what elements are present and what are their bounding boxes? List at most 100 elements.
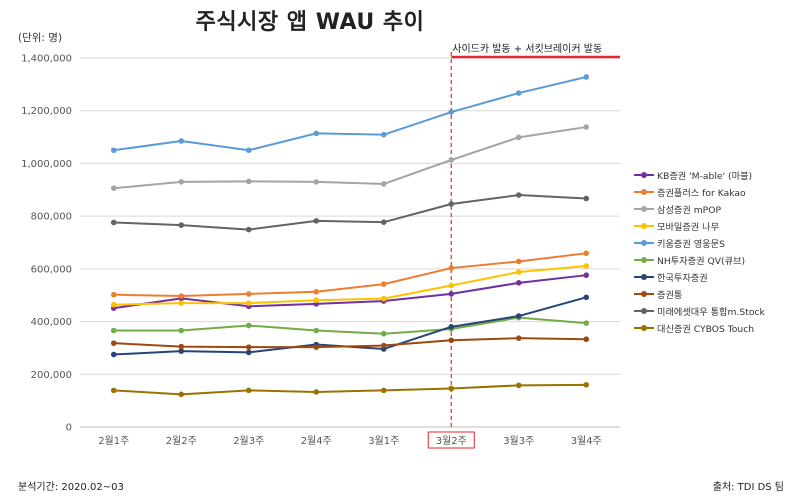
data-point [313,218,320,224]
legend-swatch [633,306,655,316]
legend-swatch [633,255,655,265]
series-line [113,252,587,298]
data-point [448,291,455,297]
legend-swatch [633,238,655,248]
data-point [178,293,185,299]
legend-label: 증권통 [657,290,683,302]
data-point [583,382,590,388]
data-point [178,300,185,306]
data-point [313,130,320,137]
series-line [113,194,587,231]
data-point [245,147,252,154]
highlight-box [427,431,475,449]
annotation-text: 사이드카 발동 + 서킷브레이커 발동 [452,43,602,55]
data-point [110,219,117,226]
data-point [515,280,522,286]
series-line [113,76,587,152]
data-point [448,385,455,392]
y-tick-label: 1,000,000 [21,159,72,170]
legend-item: 대신증권 CYBOS Touch [633,320,765,337]
y-tick-label: 0 [66,423,72,434]
data-point [583,272,590,278]
data-point [380,131,387,138]
data-point [110,301,117,308]
data-point [583,250,590,257]
source-label: 출처: TDI DS 팀 [712,482,784,493]
legend-item: 모바일증권 나무 [633,217,765,234]
legend-label: NH투자증권 QV(큐브) [657,256,746,268]
legend-swatch [633,170,655,180]
data-point [380,330,387,337]
data-point [583,320,590,326]
data-point [313,297,320,304]
legend-label: 미래에셋대우 통합m.Stock [657,307,765,319]
data-point [515,335,522,341]
data-point [245,300,252,306]
data-point [178,222,185,228]
data-point [448,337,455,344]
data-point [178,138,185,144]
data-point [313,288,320,295]
legend-item: 증권통 [633,286,765,303]
y-tick-label: 200,000 [31,370,72,381]
gridlines [80,57,620,428]
y-tick-label: 1,200,000 [21,106,72,117]
legend-label: 대신증권 CYBOS Touch [657,324,755,336]
x-tick-label: 3월4주 [571,435,602,447]
data-point [313,179,320,185]
y-tick-label: 400,000 [31,317,72,328]
legend-swatch [633,323,655,333]
data-point [245,349,252,356]
x-tick-label: 2월4주 [301,435,332,447]
data-point [448,265,455,271]
legend-label: 증권플러스 for Kakao [657,187,746,199]
legend-swatch [633,221,655,231]
data-point [380,181,387,187]
data-point [448,324,455,330]
data-point [380,342,387,349]
data-point [178,179,185,185]
x-tick-label: 2월2주 [166,435,197,447]
annotation: 사이드카 발동 + 서킷브레이커 발동 [450,43,620,429]
data-point [245,226,252,233]
data-point [245,322,252,329]
data-point [110,185,117,192]
data-point [515,258,522,265]
y-tick-label: 600,000 [31,264,72,275]
legend: KB증권 'M-able' (마블) 증권플러스 for Kakao 삼성증권 mP… [633,166,765,337]
data-point [380,281,387,287]
data-point [583,294,590,301]
y-tick-label: 1,400,000 [21,54,72,65]
data-point [110,147,117,154]
data-point [313,327,320,334]
data-point [583,336,590,343]
legend-item: 증권플러스 for Kakao [633,183,765,200]
data-point [583,74,590,80]
series-line [113,126,587,190]
data-point [583,124,590,130]
data-point [178,343,185,350]
data-point [448,109,455,115]
legend-label: 모바일증권 나무 [657,221,720,233]
legend-item: 미래에셋대우 통합m.Stock [633,303,765,320]
data-point [245,387,252,394]
series-line [113,383,587,396]
series-group [110,74,590,398]
x-tick-label: 3월2주 [436,435,467,447]
x-tick-label: 3월3주 [503,435,534,447]
data-point [110,291,117,298]
x-tick-label: 2월3주 [233,435,264,447]
chart-title: 주식시장 앱 WAU 추이 [195,10,425,35]
y-axis: 0 200,000 400,000 600,000 800,000 1,000,000 1,… [21,54,72,434]
data-point [178,348,185,354]
legend-swatch [633,289,655,299]
legend-swatch [633,187,655,197]
data-point [380,295,387,302]
data-point [110,340,117,346]
legend-label: 삼성증권 mPOP [657,204,721,216]
data-point [245,291,252,297]
data-point [583,195,590,202]
legend-swatch [633,272,655,282]
data-point [313,344,320,350]
data-point [515,192,522,198]
